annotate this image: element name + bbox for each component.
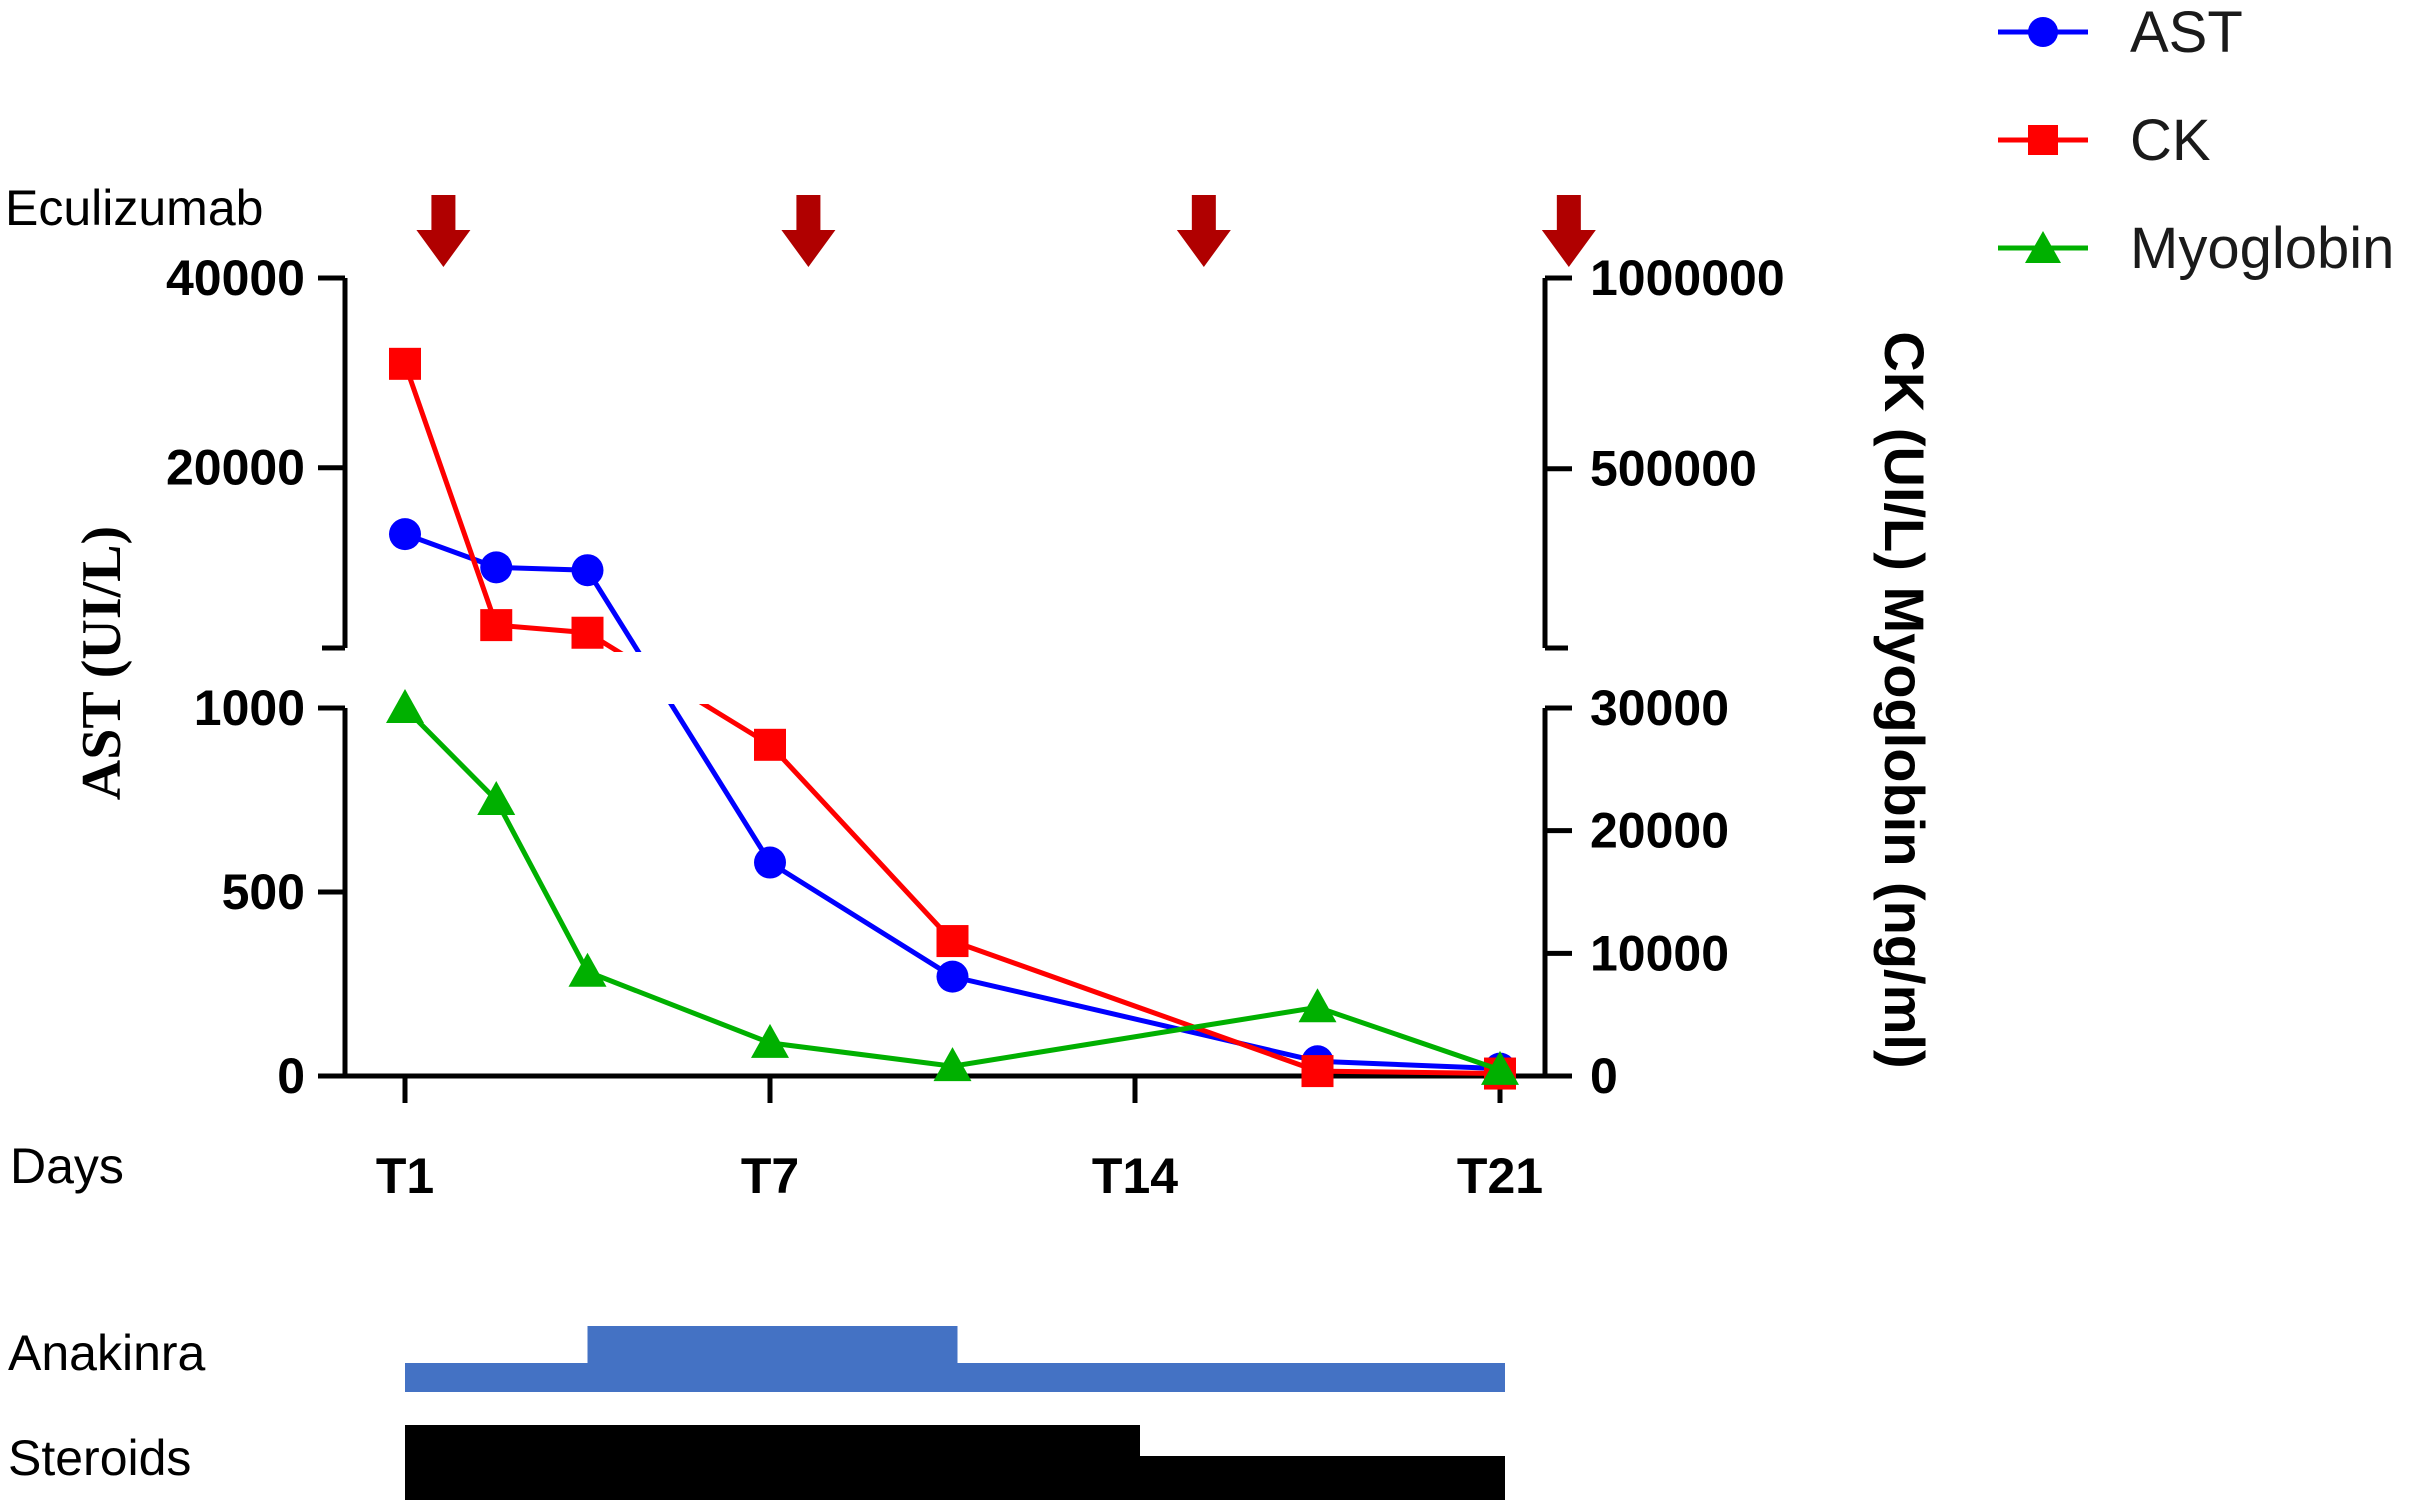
legend-myoglobin-marker (2025, 231, 2061, 263)
right-tick-label: 20000 (1590, 803, 1729, 859)
data-point-myoglobin (751, 1023, 789, 1058)
legend-ck-label: CK (2130, 108, 2211, 173)
left-axis-ticks: 0 500 1000 20000 40000 (166, 250, 345, 1104)
right-tick-label: 500000 (1590, 441, 1757, 497)
treatment-segment (405, 1425, 1140, 1500)
x-axis-title: Days (10, 1138, 124, 1194)
treatment-bar-steroids (405, 1425, 1505, 1500)
data-point-ast (571, 554, 604, 587)
eculizumab-arrow (1176, 195, 1231, 267)
series-line-myoglobin (403, 706, 1501, 1073)
data-point-ck (389, 347, 421, 380)
legend-ck-marker (2028, 125, 2058, 155)
treatment-bar-anakinra (405, 1326, 1505, 1392)
left-tick-label: 40000 (166, 250, 305, 306)
legend-ast: AST (1998, 0, 2243, 65)
right-tick-label: 10000 (1590, 925, 1729, 981)
eculizumab-label: Eculizumab (5, 180, 263, 236)
legend-ck: CK (1998, 108, 2211, 173)
legend-myoglobin-label: Myoglobin (2130, 216, 2394, 281)
eculizumab-arrows (416, 195, 1596, 267)
eculizumab-arrow (1541, 195, 1596, 267)
data-point-ck (571, 616, 604, 649)
data-point-ck (480, 609, 513, 642)
x-axis-ticks: T1 T7 T14 T21 (376, 1076, 1543, 1204)
x-tick-label: T1 (376, 1148, 434, 1204)
left-tick-label: 0 (277, 1048, 305, 1104)
x-axis: T1 T7 T14 T21 Days (10, 1073, 1545, 1204)
data-point-myoglobin (386, 689, 424, 723)
series-myoglobin (386, 689, 1519, 1085)
data-point-myoglobin (568, 952, 607, 987)
right-axis-title: CK (UI/L) Myoglobin (ng/ml) (1873, 331, 1936, 1068)
legend-ast-label: AST (2130, 0, 2243, 65)
data-point-ast (389, 518, 421, 551)
treatment-segment (952, 1363, 1505, 1392)
data-point-ck (936, 925, 969, 958)
data-point-myoglobin (477, 781, 516, 815)
data-point-myoglobin (1298, 988, 1337, 1023)
steroids-label: Steroids (8, 1430, 191, 1486)
plot-area (386, 347, 1519, 1090)
data-point-ast (480, 551, 513, 584)
anakinra-label: Anakinra (8, 1325, 206, 1381)
right-axis-ticks: 0 10000 20000 30000 500000 1000000 (1545, 250, 1785, 1104)
treatment-bars (405, 1326, 1505, 1500)
data-point-ck (1301, 1055, 1334, 1088)
x-tick-label: T7 (741, 1148, 799, 1204)
data-point-ast (936, 960, 969, 993)
x-tick-label: T21 (1457, 1148, 1543, 1204)
treatment-segment (587, 1326, 958, 1392)
legend-myoglobin: Myoglobin (1998, 216, 2394, 281)
treatment-segment (405, 1363, 593, 1392)
eculizumab-arrow (781, 195, 836, 267)
right-axis: 0 10000 20000 30000 500000 1000000 (1542, 250, 1785, 1104)
series-ast (389, 518, 1516, 1085)
data-point-myoglobin (933, 1047, 972, 1082)
x-tick-label: T14 (1092, 1148, 1178, 1204)
legend-ast-marker (2028, 17, 2058, 47)
left-axis: 0 500 1000 20000 40000 (166, 250, 348, 1104)
right-tick-label: 30000 (1590, 680, 1729, 736)
left-axis-title: AST (UI/L) (71, 526, 133, 800)
eculizumab-arrow (416, 195, 471, 267)
right-tick-label: 1000000 (1590, 250, 1785, 306)
data-point-myoglobin (1481, 1050, 1519, 1085)
series-ck (389, 347, 1516, 1090)
data-point-ck (754, 728, 786, 761)
data-point-ast (754, 846, 786, 879)
treatment-segment (1135, 1456, 1505, 1500)
right-tick-label: 0 (1590, 1048, 1618, 1104)
left-tick-label: 1000 (194, 680, 305, 736)
left-tick-label: 20000 (166, 440, 305, 496)
legend: AST CK Myoglobin (1998, 0, 2394, 281)
left-tick-label: 500 (222, 864, 305, 920)
